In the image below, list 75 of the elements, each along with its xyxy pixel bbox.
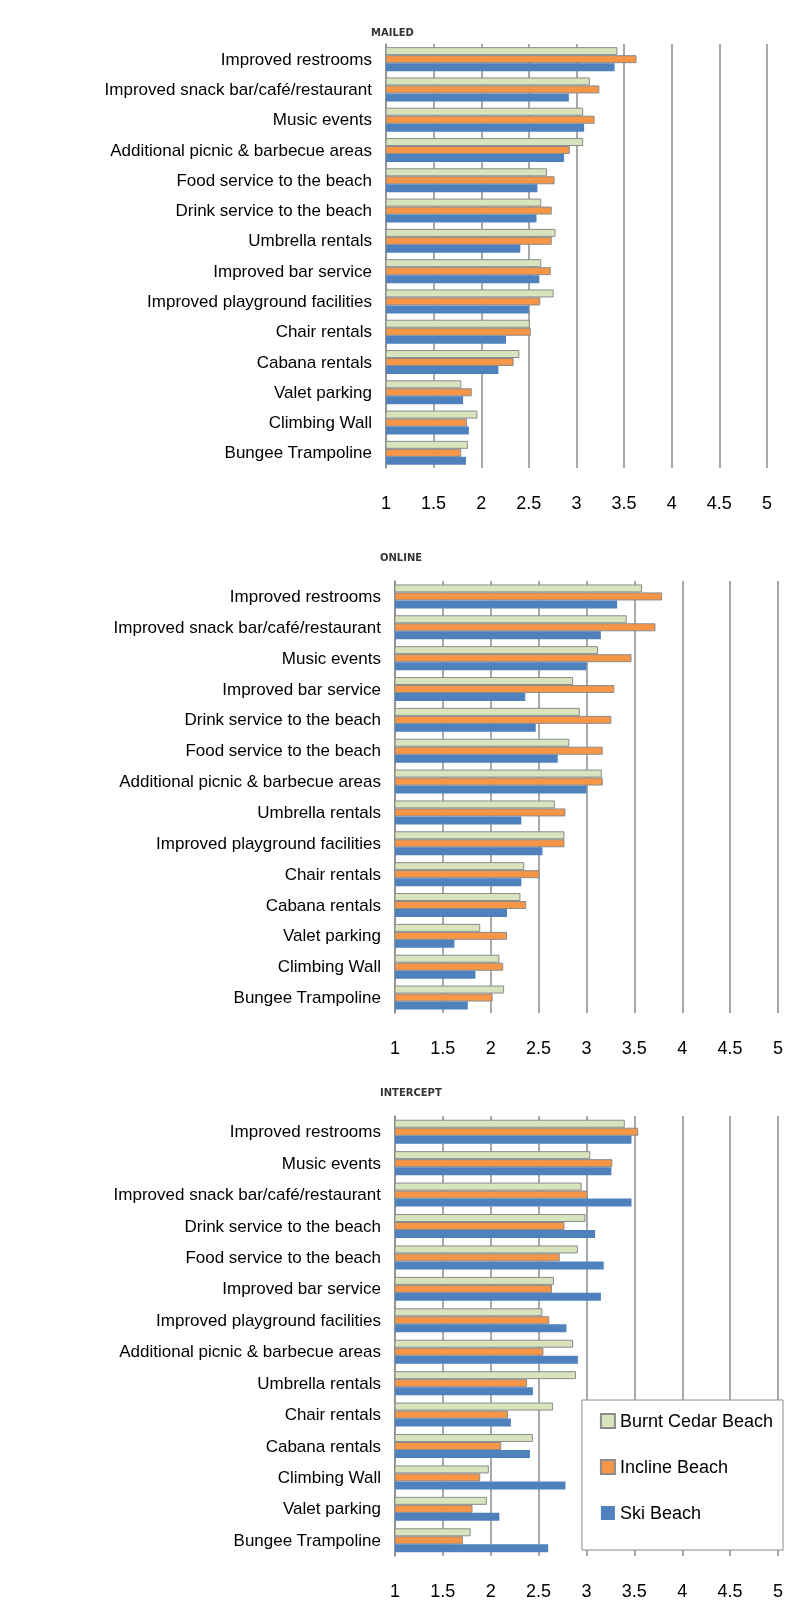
y-tick-label: Improved playground facilities xyxy=(156,833,381,853)
x-tick-label: 1 xyxy=(380,493,392,513)
y-tick-label: Bungee Trampoline xyxy=(224,443,372,463)
y-tick-label: Food service to the beach xyxy=(176,170,372,190)
x-tick-label: 2 xyxy=(485,1038,496,1058)
x-tick-label: 1.5 xyxy=(430,1581,456,1601)
chart-title: ONLINE xyxy=(380,551,423,563)
chart-title: INTERCEPT xyxy=(380,1086,442,1098)
y-tick-label: Improved bar service xyxy=(222,1279,381,1299)
x-tick-label: 3.5 xyxy=(621,1581,647,1601)
x-tick-label: 3 xyxy=(581,1038,592,1058)
y-tick-label: Additional picnic & barbecue areas xyxy=(119,772,381,792)
y-tick-label: Chair rentals xyxy=(284,1405,381,1425)
x-tick-label: 5 xyxy=(772,1581,784,1601)
x-tick-label: 2.5 xyxy=(526,1581,552,1601)
y-tick-label: Improved playground facilities xyxy=(147,291,372,311)
y-tick-label: Food service to the beach xyxy=(185,1247,381,1267)
y-tick-label: Cabana rentals xyxy=(265,895,381,915)
x-tick-label: 4 xyxy=(666,493,677,513)
y-tick-label: Improved snack bar/café/restaurant xyxy=(113,617,382,637)
y-tick-label: Chair rentals xyxy=(284,864,381,884)
y-tick-label: Improved bar service xyxy=(213,261,372,281)
y-tick-label: Valet parking xyxy=(283,926,381,946)
x-tick-label: 4.5 xyxy=(706,493,732,513)
chart-title: MAILED xyxy=(371,26,414,38)
y-tick-label: Music events xyxy=(272,110,372,130)
y-tick-label: Additional picnic & barbecue areas xyxy=(110,140,372,160)
y-tick-label: Improved restrooms xyxy=(220,49,372,69)
y-tick-label: Improved restrooms xyxy=(229,586,381,606)
x-tick-label: 3 xyxy=(571,493,582,513)
y-tick-label: Music events xyxy=(281,648,381,668)
x-tick-label: 4.5 xyxy=(717,1581,743,1601)
y-tick-label: Valet parking xyxy=(283,1499,381,1519)
x-tick-label: 4.5 xyxy=(717,1038,743,1058)
y-tick-label: Improved bar service xyxy=(222,679,381,699)
y-tick-label: Climbing Wall xyxy=(277,957,381,977)
x-tick-label: 1 xyxy=(389,1581,401,1601)
y-tick-label: Chair rentals xyxy=(275,322,372,342)
y-tick-label: Cabana rentals xyxy=(256,352,372,372)
x-tick-label: 2 xyxy=(476,493,487,513)
y-tick-label: Improved playground facilities xyxy=(156,1310,381,1330)
y-tick-label: Umbrella rentals xyxy=(248,231,372,251)
y-tick-label: Umbrella rentals xyxy=(257,802,381,822)
y-tick-label: Umbrella rentals xyxy=(257,1373,381,1393)
legend-label: Ski Beach xyxy=(619,1503,701,1523)
y-tick-label: Improved restrooms xyxy=(229,1122,381,1142)
x-tick-label: 2 xyxy=(485,1581,496,1601)
y-tick-label: Cabana rentals xyxy=(265,1436,381,1456)
y-tick-label: Bungee Trampoline xyxy=(233,1530,381,1550)
y-tick-label: Music events xyxy=(281,1153,381,1173)
x-tick-label: 5 xyxy=(761,493,773,513)
x-tick-label: 5 xyxy=(772,1038,784,1058)
y-tick-label: Drink service to the beach xyxy=(184,710,381,730)
y-tick-label: Additional picnic & barbecue areas xyxy=(119,1342,381,1362)
y-tick-label: Drink service to the beach xyxy=(184,1216,381,1236)
x-tick-label: 4 xyxy=(677,1581,688,1601)
x-tick-label: 4 xyxy=(677,1038,688,1058)
x-tick-label: 3.5 xyxy=(611,493,637,513)
y-tick-label: Improved snack bar/café/restaurant xyxy=(113,1185,382,1205)
y-tick-label: Valet parking xyxy=(274,382,372,402)
y-tick-label: Drink service to the beach xyxy=(175,201,372,221)
x-tick-label: 1.5 xyxy=(430,1038,456,1058)
x-tick-label: 1 xyxy=(389,1038,401,1058)
x-tick-label: 3.5 xyxy=(621,1038,647,1058)
y-tick-label: Food service to the beach xyxy=(185,741,381,761)
legend-label: Incline Beach xyxy=(619,1457,728,1477)
y-tick-label: Climbing Wall xyxy=(277,1467,381,1487)
x-tick-label: 3 xyxy=(581,1581,592,1601)
y-tick-label: Bungee Trampoline xyxy=(233,988,381,1008)
x-tick-label: 1.5 xyxy=(421,493,447,513)
y-tick-label: Improved snack bar/café/restaurant xyxy=(104,79,373,99)
x-tick-label: 2.5 xyxy=(516,493,542,513)
y-tick-label: Climbing Wall xyxy=(268,413,372,433)
legend-label: Burnt Cedar Beach xyxy=(619,1411,774,1431)
x-tick-label: 2.5 xyxy=(526,1038,552,1058)
